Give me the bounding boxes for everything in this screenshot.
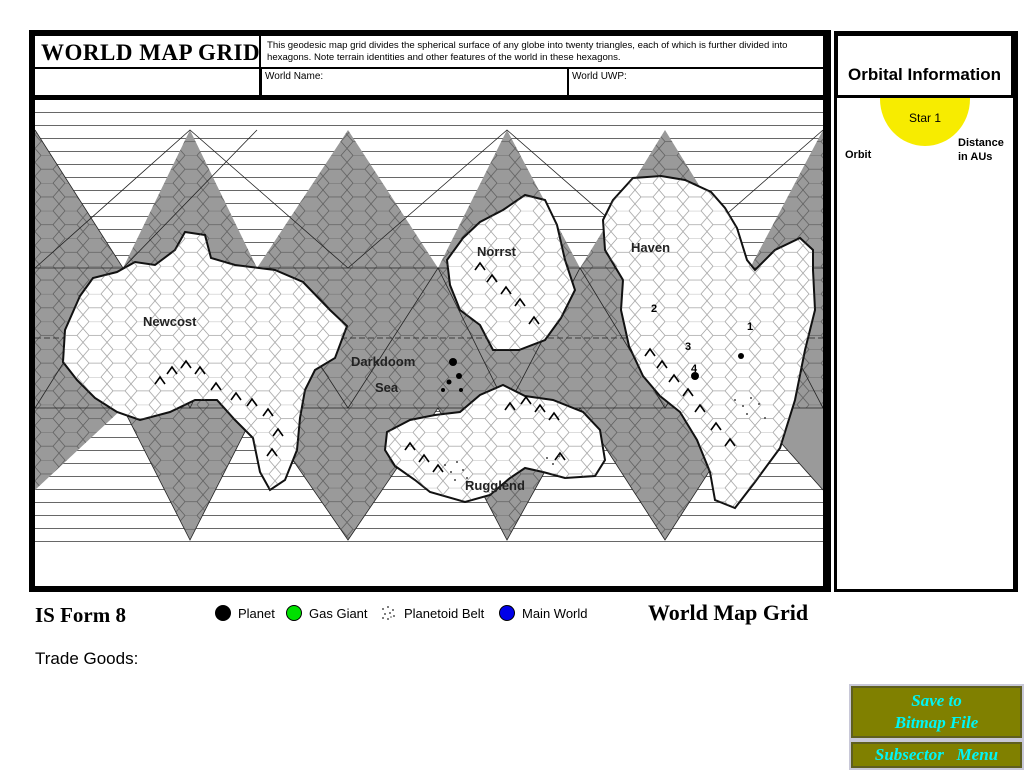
legend-gas-giant-label: Gas Giant <box>309 605 368 621</box>
form-description: This geodesic map grid divides the spher… <box>267 40 788 63</box>
label-norrst: Norrst <box>477 244 517 259</box>
region-labels: Newcost Darkdoom Sea Norrst Haven Ruggle… <box>143 240 670 493</box>
orbital-header: Orbital Information <box>838 36 1011 95</box>
distance-label-line1: Distance <box>958 137 1004 149</box>
geodesic-map-grid: Newcost Darkdoom Sea Norrst Haven Ruggle… <box>35 100 823 550</box>
star-label: Star 1 <box>908 111 941 125</box>
stipple-areas <box>444 397 766 481</box>
orbit-column-label: Orbit <box>845 149 872 161</box>
land-hex-overlay <box>63 176 815 508</box>
location-markers: 1 2 3 4 <box>651 303 753 375</box>
mountain-glyphs <box>154 261 736 473</box>
save-button-line1: Save to <box>911 691 962 710</box>
orbital-information-panel: Orbital Information Star 1 Orbit Distanc… <box>834 31 1018 592</box>
main-world-dot-icon <box>499 605 515 621</box>
legend-planetoid-belt: Planetoid Belt <box>380 604 484 622</box>
form-id: IS Form 8 <box>35 603 126 627</box>
orbital-body: Star 1 Orbit Distance in AUs <box>837 98 1013 589</box>
world-name-label: World Name: <box>265 71 324 82</box>
marker-3: 3 <box>685 341 691 353</box>
orbital-title: Orbital Information <box>848 65 1001 84</box>
legend-planet-label: Planet <box>238 605 275 621</box>
label-darkdoom: Darkdoom <box>351 354 415 369</box>
header-description-cell: This geodesic map grid divides the spher… <box>261 36 823 67</box>
gas-giant-dot-icon <box>286 605 302 621</box>
world-uwp-label: World UWP: <box>572 71 627 82</box>
save-to-bitmap-button[interactable]: Save to Bitmap File <box>849 684 1024 740</box>
trade-goods-label: Trade Goods: <box>35 649 139 668</box>
world-uwp-field[interactable]: World UWP: <box>569 69 823 95</box>
world-map-form: WORLD MAP GRID This geodesic map grid di… <box>29 30 831 592</box>
legend-planetoid-belt-label: Planetoid Belt <box>404 605 485 621</box>
header-title-cell: WORLD MAP GRID <box>35 36 261 67</box>
legend-main-world-label: Main World <box>522 605 588 621</box>
blank-field <box>35 69 259 95</box>
subsector-menu-button[interactable]: Subsector Menu <box>849 740 1024 770</box>
distance-column-label: Distance in AUs <box>958 136 1004 164</box>
form-name: World Map Grid <box>648 600 809 625</box>
distance-label-line2: in AUs <box>958 151 993 163</box>
label-newcost: Newcost <box>143 314 197 329</box>
form-title: WORLD MAP GRID <box>41 40 261 65</box>
legend-planet: Planet <box>215 604 275 622</box>
world-map: Newcost Darkdoom Sea Norrst Haven Ruggle… <box>35 100 823 586</box>
label-rugglend: Rugglend <box>465 478 525 493</box>
marker-4: 4 <box>691 363 698 375</box>
marker-2: 2 <box>651 303 657 315</box>
label-sea: Sea <box>375 380 399 395</box>
label-haven: Haven <box>631 240 670 255</box>
planet-dot-icon <box>215 605 231 621</box>
marker-1: 1 <box>747 321 753 333</box>
legend-main-world: Main World <box>499 604 588 622</box>
island-dots <box>441 353 744 392</box>
world-name-field[interactable]: World Name: <box>262 69 567 95</box>
planetoid-belt-icon <box>382 606 395 620</box>
star-disc[interactable]: Star 1 <box>880 98 970 146</box>
legend-gas-giant: Gas Giant <box>286 604 368 622</box>
save-button-line2: Bitmap File <box>894 713 979 732</box>
